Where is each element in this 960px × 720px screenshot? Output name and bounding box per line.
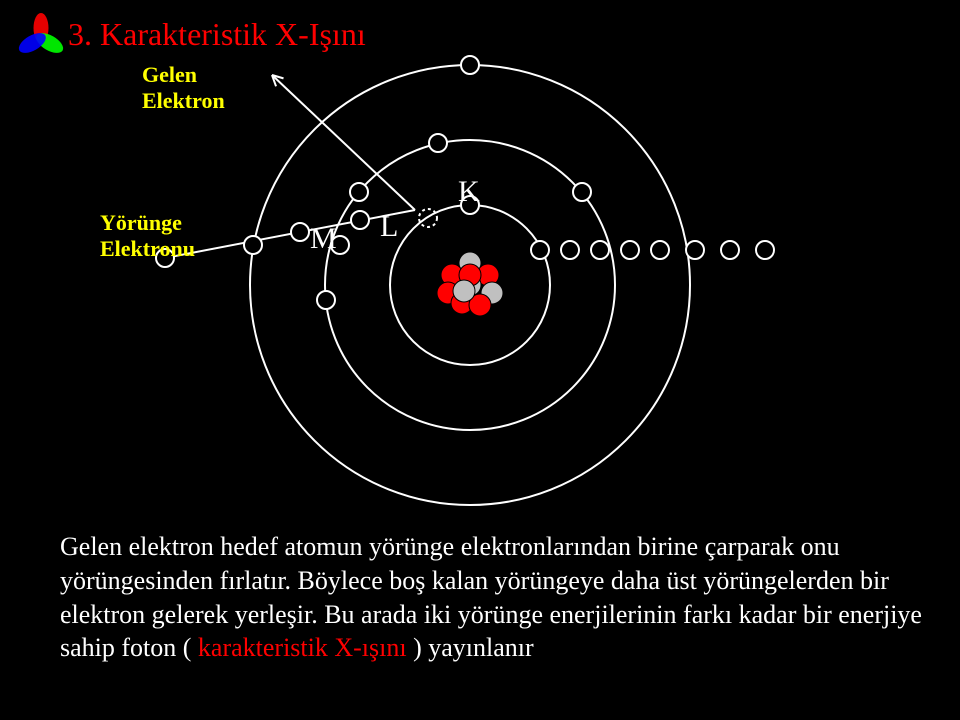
ejected-electron [686, 241, 704, 259]
slide-root: 3. Karakteristik X-Işını Gelen Elektron … [0, 0, 960, 720]
ejected-electron [621, 241, 639, 259]
paragraph-run: ) yayınlanır [407, 633, 534, 662]
description-paragraph: Gelen elektron hedef atomun yörünge elek… [60, 530, 960, 665]
orbital-electron [317, 291, 335, 309]
label-incoming-electron: Gelen Elektron [142, 62, 225, 114]
orbital-electron [429, 134, 447, 152]
orbit-label-k: K [458, 175, 480, 209]
ejected-electron [561, 241, 579, 259]
ejected-electron [651, 241, 669, 259]
slide-title: 3. Karakteristik X-Işını [68, 16, 366, 53]
ejected-electron [721, 241, 739, 259]
label-orbital-electron: Yörünge Elektronu [100, 210, 195, 262]
paragraph-run: karakteristik X-ışını [198, 633, 407, 662]
orbital-electron [573, 183, 591, 201]
ejected-electron [531, 241, 549, 259]
orbit-label-l: L [380, 210, 398, 244]
orbital-electron [350, 183, 368, 201]
orbital-electron [461, 56, 479, 74]
ejected-electron [756, 241, 774, 259]
ejected-electron [591, 241, 609, 259]
orbit-label-m: M [310, 222, 337, 256]
orbital-electron [244, 236, 262, 254]
incoming-electron [291, 223, 309, 241]
incoming-electron [351, 211, 369, 229]
